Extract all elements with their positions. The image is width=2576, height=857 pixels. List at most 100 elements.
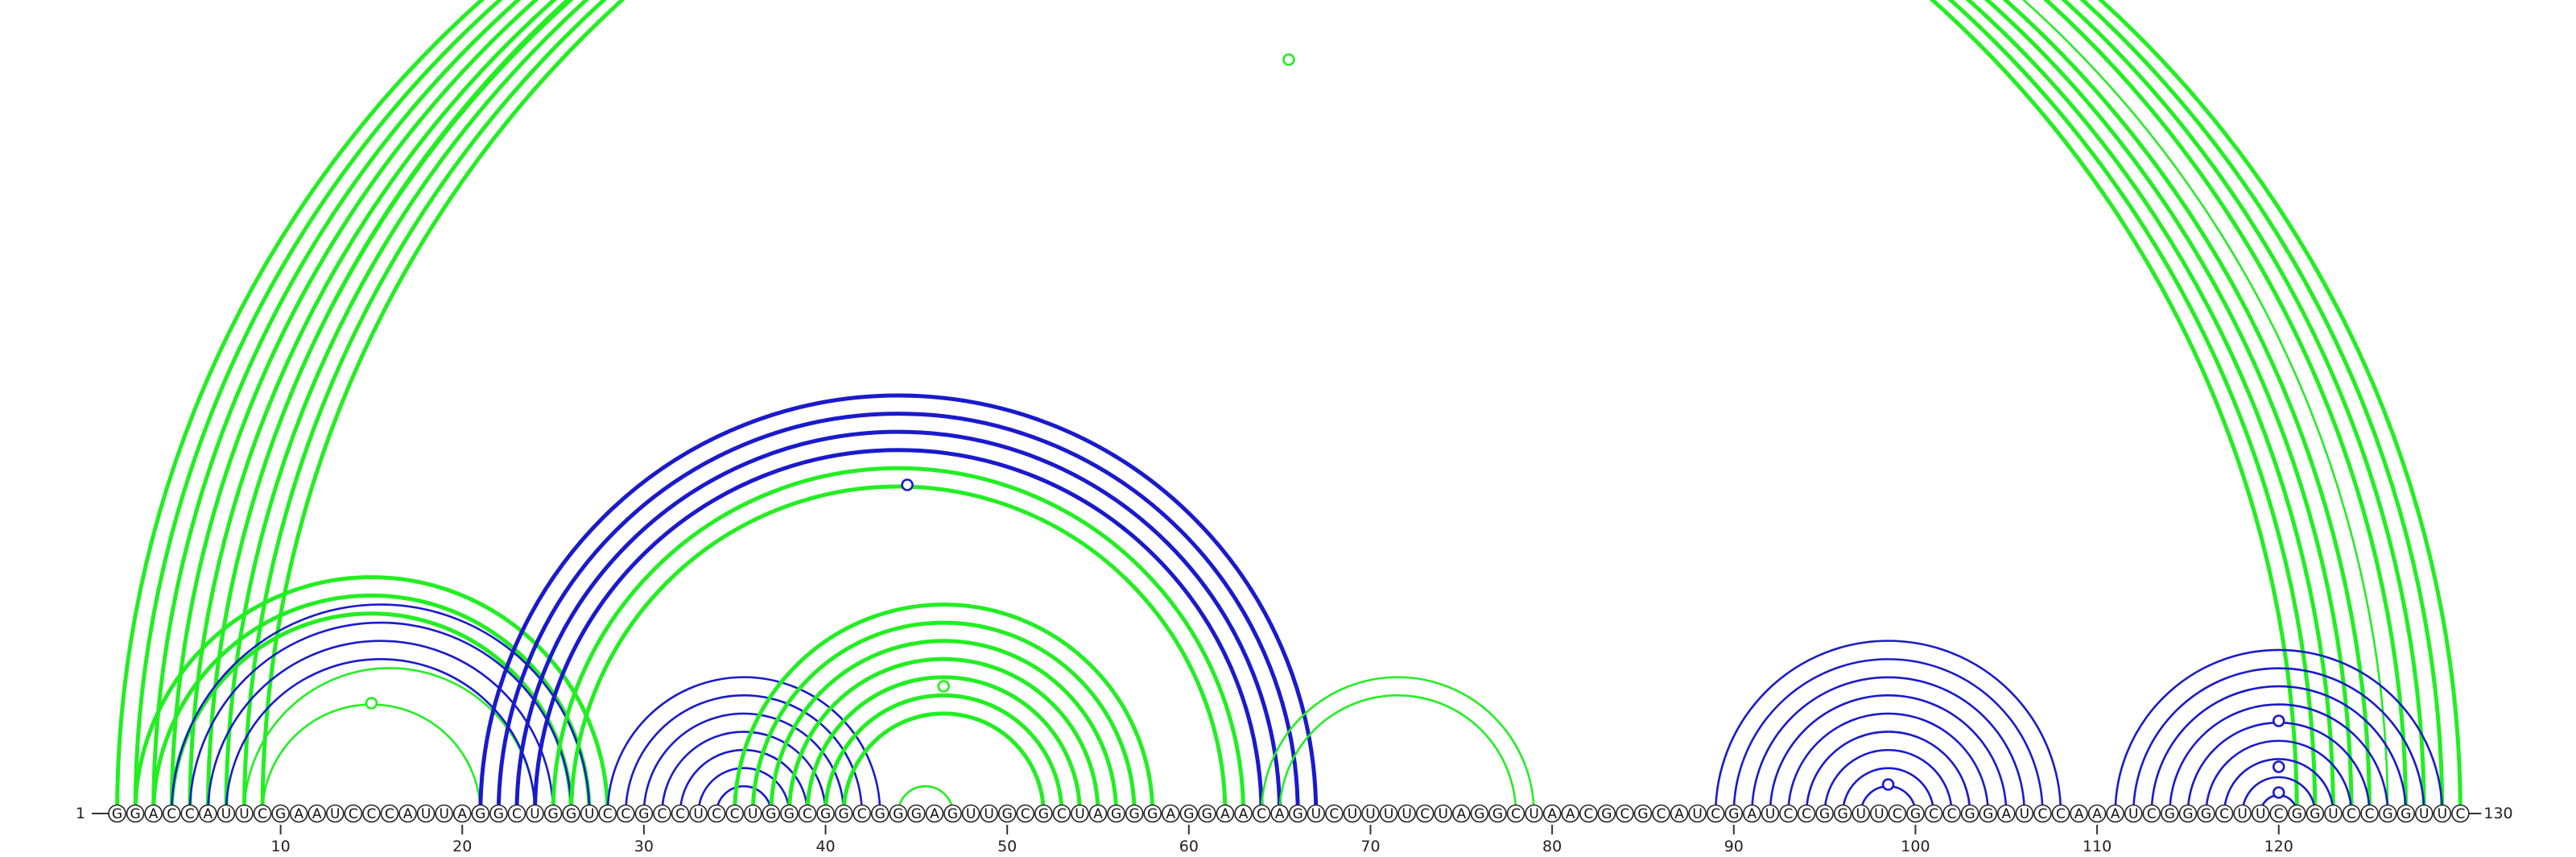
- nucleotide-letter: U: [330, 806, 340, 822]
- nucleotide-letter: A: [1093, 806, 1103, 822]
- base-pair-arc: [135, 0, 2315, 814]
- nucleotide: C: [2033, 804, 2052, 823]
- nucleotide: C: [671, 804, 690, 823]
- nucleotide-letter: A: [294, 806, 303, 822]
- nucleotide-letter: C: [1511, 806, 1521, 822]
- nucleotide: C: [1506, 804, 1525, 823]
- nucleotide-letter: G: [1293, 806, 1303, 822]
- base-pair-arc: [2241, 776, 2317, 814]
- nucleotide-letter: G: [875, 806, 886, 822]
- nucleotide-letter: U: [1439, 806, 1448, 822]
- nucleotide: G: [2396, 804, 2415, 823]
- nucleotide-letter: A: [2111, 806, 2120, 822]
- base-pair-arc: [133, 575, 610, 814]
- nucleotide-letter: C: [2056, 806, 2066, 822]
- nucleotide-letter: C: [857, 806, 867, 822]
- base-pair-arc: [786, 657, 1100, 814]
- nucleotide-letter: G: [1111, 806, 1121, 822]
- nucleotide-letter: A: [1166, 806, 1175, 822]
- base-pair-arc: [2205, 739, 2353, 814]
- nucleotide: G: [1470, 804, 1489, 823]
- base-pair-arc: [224, 0, 2426, 814]
- nucleotide-letter: U: [2020, 806, 2029, 822]
- base-pair-arc: [514, 429, 1282, 814]
- nucleotide-letter: A: [312, 806, 322, 822]
- nucleotide-letter: G: [911, 806, 922, 822]
- nucleotide-letter: G: [1965, 806, 1975, 822]
- nucleotide-letter: G: [893, 806, 903, 822]
- nucleotide: U: [2233, 804, 2252, 823]
- nucleotide: U: [1525, 804, 1543, 823]
- nucleotide: A: [2087, 804, 2107, 823]
- nucleotide-letter: U: [1402, 806, 1411, 822]
- nucleotide: C: [1652, 804, 1670, 823]
- base-pair-arc: [242, 0, 2445, 814]
- nucleotide: G: [1833, 804, 1852, 823]
- nucleotide: G: [543, 804, 563, 823]
- base-pair-arc: [897, 785, 954, 814]
- nucleotide-letter: C: [1802, 806, 1811, 822]
- nucleotide-letter: C: [1583, 806, 1593, 822]
- tick-label: 10: [270, 838, 290, 855]
- nucleotide: G: [1488, 804, 1507, 823]
- nucleotide-letter: G: [1637, 806, 1648, 822]
- base-pair-arc: [225, 658, 536, 814]
- nucleotide-letter: A: [457, 806, 467, 822]
- nucleotide-letter: G: [130, 806, 140, 822]
- nucleotide: A: [1996, 804, 2016, 823]
- nucleotide: C: [725, 804, 745, 823]
- arc-markers: [365, 53, 2285, 799]
- nucleotide: A: [1088, 804, 1108, 823]
- nucleotide-letter: G: [493, 806, 504, 822]
- nucleotide: C: [1797, 804, 1816, 823]
- nucleotide: U: [526, 804, 544, 823]
- tick-label: 70: [1360, 838, 1380, 855]
- nucleotide-letter: A: [403, 806, 413, 822]
- base-pair-arc: [115, 0, 2299, 814]
- nucleotide-letter: C: [2147, 806, 2157, 822]
- nucleotide: U: [2251, 804, 2270, 823]
- nucleotide: G: [907, 804, 926, 823]
- nucleotide: A: [289, 804, 308, 823]
- base-pair-arc: [1841, 767, 1935, 814]
- base-pair-arc: [625, 694, 863, 814]
- base-pair-arc: [697, 767, 791, 814]
- base-pair-arc: [2150, 685, 2407, 814]
- tick-label: 60: [1179, 838, 1199, 855]
- nucleotide: U: [1870, 804, 1889, 823]
- nucleotide-letter: G: [784, 806, 795, 822]
- nucleotide-letter: G: [820, 806, 831, 822]
- nucleotide-letter: U: [693, 806, 703, 822]
- base-pair-arc: [188, 621, 572, 814]
- nucleotide: C: [653, 804, 671, 823]
- nucleotide-letter: U: [421, 806, 431, 822]
- nucleotide-letter: A: [2074, 806, 2084, 822]
- nucleotide-letter: G: [1002, 806, 1013, 822]
- tick-label: 110: [2083, 838, 2112, 855]
- nucleotide-letter: G: [1728, 806, 1739, 822]
- base-pair-arc: [2114, 648, 2444, 814]
- nucleotide-letter: G: [1492, 806, 1503, 822]
- sequence-end-label: 130: [2483, 805, 2512, 822]
- nucleotide-letter: U: [2438, 806, 2447, 822]
- nucleotide-letter: C: [621, 806, 630, 822]
- nucleotide: C: [707, 804, 726, 823]
- base-pair-arc: [1787, 712, 1989, 814]
- nucleotide: G: [1633, 804, 1653, 823]
- nucleotide: U: [743, 804, 762, 823]
- arc-marker: [901, 478, 914, 491]
- nucleotide: U: [1397, 804, 1416, 823]
- nucleotide-letter: G: [547, 806, 558, 822]
- nucleotide-letter: C: [1620, 806, 1629, 822]
- nucleotide: G: [1960, 804, 1979, 823]
- nucleotide: C: [253, 804, 272, 823]
- nucleotide: C: [1415, 804, 1435, 823]
- base-pair-arc: [1751, 677, 2026, 814]
- nucleotide: C: [852, 804, 871, 823]
- nucleotide-letter: G: [1129, 806, 1140, 822]
- nucleotide-letter: U: [2256, 806, 2265, 822]
- nucleotide-letter: A: [930, 806, 939, 822]
- nucleotide: G: [108, 804, 126, 823]
- nucleotide-letter: U: [584, 806, 594, 822]
- nucleotide-letter: C: [185, 806, 195, 822]
